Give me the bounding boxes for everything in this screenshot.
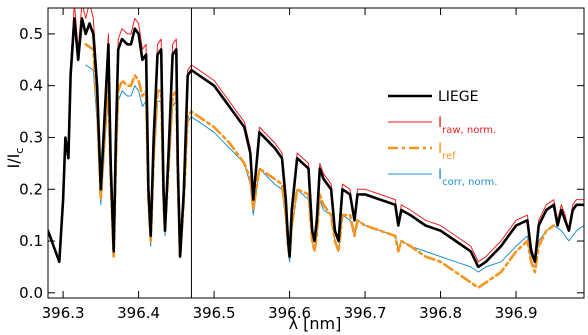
x-tick-label: 396.3 [42, 304, 85, 322]
legend-label-0: LIEGE [438, 89, 478, 105]
y-tick-label: 0.0 [19, 284, 43, 302]
x-axis-label: λ [nm] [289, 314, 342, 333]
series-line-0 [48, 17, 584, 269]
x-tick-label: 396.9 [495, 304, 538, 322]
x-tick-label: 396.8 [419, 304, 462, 322]
y-tick-label: 0.4 [19, 77, 43, 95]
y-tick-label: 0.2 [19, 180, 43, 198]
x-tick-label: 396.4 [117, 304, 160, 322]
x-tick-label: 396.7 [344, 304, 387, 322]
y-axis-label: I/Ic [4, 148, 26, 169]
y-axis-label-sub: c [13, 148, 26, 154]
y-tick-label: 0.3 [19, 128, 43, 146]
legend: LIEGE Iraw, norm. Iref Icorr, norm. [388, 89, 497, 188]
svg-text:I/Ic: I/Ic [4, 148, 26, 169]
plot-frame [47, 7, 585, 299]
series-layer [48, 8, 584, 289]
legend-label-2: Iref [438, 141, 456, 162]
tick-layer: 396.3 396.4 396.5 396.6 396.7 396.8 396.9 0.0 0.… [19, 8, 584, 322]
x-tick-label: 396.6 [268, 304, 311, 322]
legend-label-1: Iraw, norm. [438, 115, 496, 136]
series-line-2 [84, 43, 556, 289]
y-axis-label-main: I/I [4, 154, 23, 169]
legend-label-3: Icorr, norm. [438, 167, 497, 188]
y-tick-label: 0.1 [19, 232, 43, 250]
x-tick-label: 396.5 [193, 304, 236, 322]
y-tick-label: 0.5 [19, 25, 43, 43]
